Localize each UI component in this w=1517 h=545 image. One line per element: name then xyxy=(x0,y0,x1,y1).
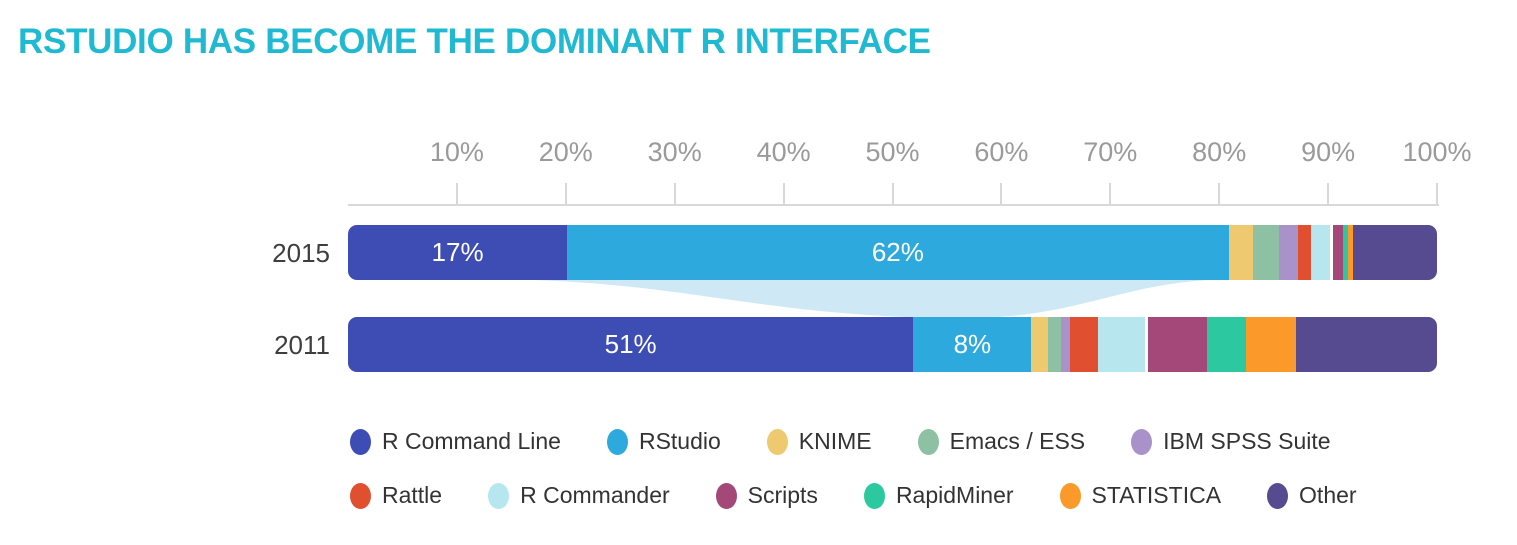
segment-value-label: 51% xyxy=(604,329,657,359)
x-axis-tick-label: 70% xyxy=(1083,137,1138,167)
stacked-bar-2015: 17% 62% xyxy=(348,225,1438,280)
x-axis-tick-label: 30% xyxy=(647,137,702,167)
legend-label: RapidMiner xyxy=(895,482,1014,508)
legend-label: IBM SPSS Suite xyxy=(1163,428,1331,454)
chart-title: RSTUDIO HAS BECOME THE DOMINANT R INTERF… xyxy=(18,22,931,61)
segment-r-commander xyxy=(1311,225,1330,280)
segment-statistica xyxy=(1245,317,1297,372)
legend-swatch-icon xyxy=(488,482,510,509)
x-axis-tick-label: 90% xyxy=(1301,137,1356,167)
segment-r-commander xyxy=(1097,317,1146,372)
legend-label: Scripts xyxy=(747,482,818,508)
x-axis-tick-labels: 10% 20% 30% 40% 50% 60% 70% 80% 90% 100% xyxy=(348,137,1472,171)
x-axis-tick-label: 60% xyxy=(974,137,1029,167)
legend-label: STATISTICA xyxy=(1091,482,1222,508)
legend-item-rstudio: RStudio xyxy=(606,428,721,455)
legend-swatch-icon xyxy=(766,428,788,455)
legend-item-r-commander: R Commander xyxy=(488,482,670,509)
category-label-2011: 2011 xyxy=(274,330,330,360)
legend-swatch-icon xyxy=(350,428,371,455)
legend-item-rapidminer: RapidMiner xyxy=(863,482,1014,509)
x-axis-tick-marks xyxy=(348,183,1438,204)
legend-swatch-icon xyxy=(1131,428,1153,455)
segment-other xyxy=(1296,317,1438,372)
legend-item-emacs-ess: Emacs / ESS xyxy=(917,428,1086,455)
legend-label: R Command Line xyxy=(382,428,561,454)
category-label-2015: 2015 xyxy=(272,238,330,268)
segment-value-label: 62% xyxy=(871,237,924,267)
x-axis-tick-mark xyxy=(673,183,676,204)
legend-item-rattle: Rattle xyxy=(350,482,442,509)
segment-knime xyxy=(1228,225,1254,280)
segment-other xyxy=(1353,225,1438,280)
x-axis-tick-mark xyxy=(455,183,458,204)
legend-item-statistica: STATISTICA xyxy=(1059,482,1222,509)
x-axis-tick-label: 50% xyxy=(865,137,920,167)
legend-label: R Commander xyxy=(520,482,670,508)
segment-emacs-ess xyxy=(1253,225,1279,280)
legend-swatch-icon xyxy=(917,428,939,455)
x-axis-tick-label: 40% xyxy=(756,137,811,167)
legend-item-knime: KNIME xyxy=(766,428,872,455)
legend-item-ibm-spss-suite: IBM SPSS Suite xyxy=(1131,428,1331,455)
legend-item-scripts: Scripts xyxy=(715,482,818,509)
legend-row: Rattle R Commander Scripts RapidMiner STATIS… xyxy=(350,482,1357,509)
segment-rapidminer xyxy=(1206,317,1246,372)
x-axis-tick-label: 100% xyxy=(1402,137,1472,167)
x-axis-tick-mark xyxy=(1327,183,1330,204)
segment-emacs-ess xyxy=(1047,317,1061,372)
legend-swatch-icon xyxy=(350,482,371,509)
x-axis-tick-mark xyxy=(782,183,785,204)
x-axis-line xyxy=(348,204,1439,206)
segment-rstudio: 62% xyxy=(567,225,1229,280)
x-axis-tick-mark xyxy=(1000,183,1003,204)
legend-row: R Command Line RStudio KNIME Emacs / ESS IBM… xyxy=(350,428,1357,455)
legend-swatch-icon xyxy=(715,482,737,509)
segment-statistica xyxy=(1347,225,1354,280)
segment-value-label: 8% xyxy=(953,329,992,359)
segment-rattle xyxy=(1069,317,1098,372)
x-axis-tick-mark xyxy=(1436,183,1438,204)
segment-value-label: 17% xyxy=(431,237,484,267)
stacked-bar-2011: 51% 8% xyxy=(348,317,1438,372)
legend-item-r-command-line: R Command Line xyxy=(350,428,561,455)
x-axis-tick-label: 80% xyxy=(1192,137,1247,167)
rstudio-flow-path xyxy=(533,280,1210,317)
x-axis-tick-mark xyxy=(1109,183,1112,204)
legend-swatch-icon xyxy=(606,428,628,455)
segment-rattle xyxy=(1298,225,1312,280)
x-axis-tick-mark xyxy=(1218,183,1221,204)
legend: R Command Line RStudio KNIME Emacs / ESS IBM… xyxy=(350,428,1357,509)
legend-label: Other xyxy=(1299,482,1357,508)
legend-swatch-icon xyxy=(1059,482,1081,509)
segment-ibm-spss-suite xyxy=(1278,225,1299,280)
segment-ibm-spss-suite xyxy=(1060,317,1070,372)
segment-rapidminer xyxy=(1342,225,1348,280)
x-axis-tick-mark xyxy=(891,183,894,204)
rstudio-flow-band xyxy=(533,280,1210,317)
x-axis-tick-mark xyxy=(564,183,567,204)
legend-label: RStudio xyxy=(638,428,721,454)
legend-swatch-icon xyxy=(863,482,885,509)
segment-r-command-line: 17% xyxy=(348,225,568,280)
segment-scripts xyxy=(1148,317,1207,372)
legend-label: Rattle xyxy=(382,482,443,508)
x-axis-tick-label: 10% xyxy=(429,137,484,167)
segment-scripts xyxy=(1332,225,1343,280)
legend-swatch-icon xyxy=(1267,482,1289,509)
x-axis-tick-label: 20% xyxy=(538,137,593,167)
segment-rstudio: 8% xyxy=(913,317,1032,372)
legend-label: KNIME xyxy=(798,428,872,454)
legend-item-other: Other xyxy=(1267,482,1357,509)
segment-knime xyxy=(1031,317,1048,372)
segment-r-command-line: 51% xyxy=(348,317,914,372)
legend-label: Emacs / ESS xyxy=(949,428,1086,454)
